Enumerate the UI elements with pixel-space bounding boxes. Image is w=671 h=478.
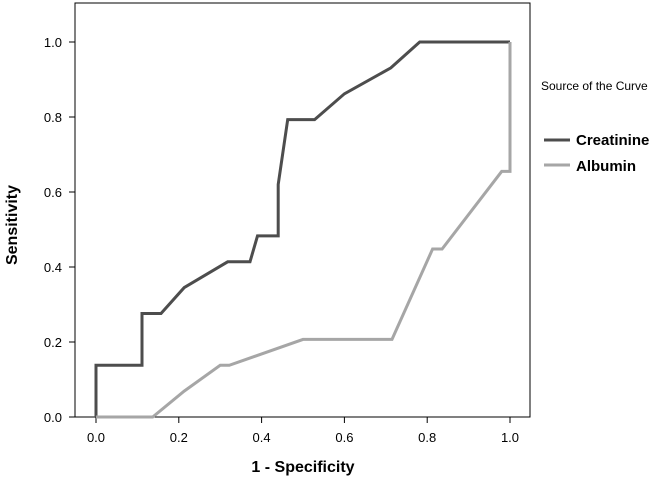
x-tick-label: 0.6: [335, 430, 353, 445]
x-tick-label: 0.0: [87, 430, 105, 445]
plot-frame: [74, 2, 531, 418]
legend-label-albumin: Albumin: [576, 158, 636, 175]
series-line-creatinine: [94, 40, 510, 417]
y-tick-label: 0.0: [44, 410, 62, 425]
x-tick-label: 0.8: [418, 430, 436, 445]
x-axis-title: 1 - Specificity: [251, 459, 354, 476]
y-tick-label: 0.8: [44, 110, 62, 125]
y-tick-label: 0.4: [44, 260, 62, 275]
x-tick-label: 0.2: [170, 430, 188, 445]
legend-label-creatinine: Creatinine: [576, 132, 649, 149]
series-layer: [94, 40, 512, 419]
legend: Source of the Curve Creatinine Albumin: [541, 79, 649, 175]
y-axis-title: Sensitivity: [4, 185, 21, 265]
x-tick-label: 1.0: [501, 430, 519, 445]
y-tick-label: 0.2: [44, 335, 62, 350]
y-axis-ticks: 0.0 0.2 0.4 0.6 0.8 1.0: [44, 35, 75, 425]
y-tick-label: 0.6: [44, 185, 62, 200]
x-tick-label: 0.4: [253, 430, 271, 445]
legend-title: Source of the Curve: [541, 79, 648, 93]
series-line-albumin: [96, 42, 512, 419]
x-axis-ticks: 0.0 0.2 0.4 0.6 0.8 1.0: [87, 417, 519, 445]
y-tick-label: 1.0: [44, 35, 62, 50]
